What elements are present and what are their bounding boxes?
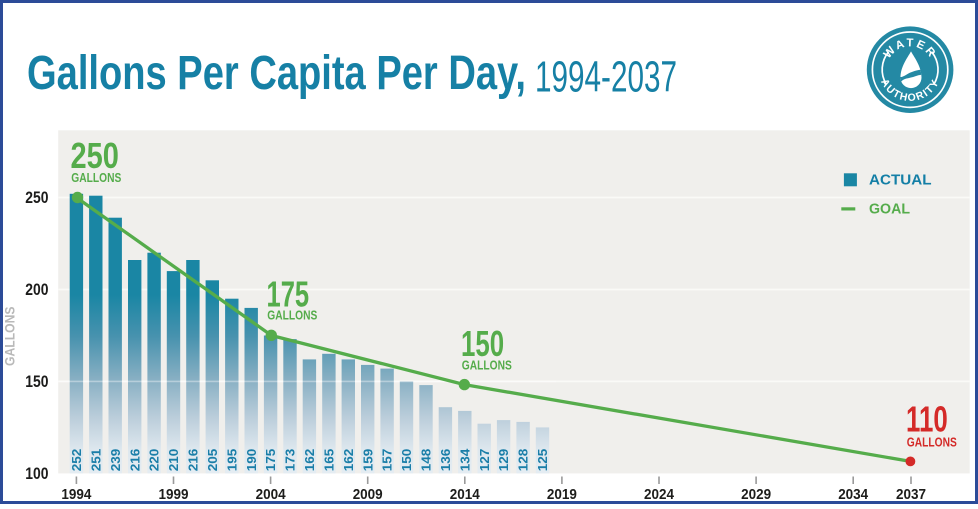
svg-text:150: 150: [400, 449, 414, 472]
svg-text:162: 162: [342, 449, 356, 472]
svg-text:190: 190: [245, 449, 259, 472]
svg-text:157: 157: [381, 449, 395, 472]
svg-text:GALLONS: GALLONS: [267, 308, 317, 323]
svg-text:216: 216: [187, 449, 201, 472]
svg-text:100: 100: [25, 465, 48, 483]
svg-text:125: 125: [536, 449, 550, 472]
svg-text:210: 210: [167, 449, 181, 472]
svg-text:128: 128: [517, 449, 531, 472]
svg-text:134: 134: [458, 449, 472, 472]
svg-text:250: 250: [71, 135, 119, 176]
svg-text:159: 159: [361, 449, 375, 472]
svg-text:1994: 1994: [61, 487, 91, 503]
svg-text:2029: 2029: [741, 487, 771, 503]
svg-text:252: 252: [70, 449, 84, 472]
svg-text:205: 205: [206, 449, 220, 472]
svg-text:ACTUAL: ACTUAL: [869, 173, 932, 189]
svg-text:173: 173: [284, 449, 298, 472]
svg-text:2037: 2037: [896, 487, 926, 503]
svg-text:162: 162: [303, 449, 317, 472]
svg-text:GALLONS: GALLONS: [3, 307, 18, 367]
svg-text:1999: 1999: [159, 487, 189, 503]
svg-text:175: 175: [267, 274, 310, 315]
svg-text:250: 250: [25, 189, 48, 207]
svg-text:239: 239: [109, 449, 123, 472]
svg-text:148: 148: [420, 449, 434, 472]
svg-text:2024: 2024: [644, 487, 674, 503]
svg-text:129: 129: [497, 449, 511, 472]
svg-text:251: 251: [89, 449, 103, 472]
svg-text:200: 200: [25, 281, 48, 299]
svg-text:165: 165: [323, 449, 337, 472]
svg-text:175: 175: [264, 449, 278, 472]
svg-text:2014: 2014: [450, 487, 480, 503]
svg-text:2034: 2034: [838, 487, 868, 503]
svg-text:2004: 2004: [256, 487, 286, 503]
svg-text:Gallons Per Capita Per Day,: Gallons Per Capita Per Day,: [27, 46, 526, 100]
svg-text:127: 127: [478, 449, 492, 472]
svg-text:110: 110: [906, 399, 948, 440]
svg-text:220: 220: [148, 449, 162, 472]
svg-text:2019: 2019: [547, 487, 577, 503]
svg-text:150: 150: [461, 323, 504, 364]
svg-text:GOAL: GOAL: [869, 202, 910, 218]
svg-text:1994-2037: 1994-2037: [535, 53, 677, 102]
svg-text:216: 216: [128, 449, 142, 472]
svg-text:GALLONS: GALLONS: [462, 358, 512, 373]
svg-text:GALLONS: GALLONS: [907, 434, 957, 449]
svg-text:195: 195: [225, 449, 239, 472]
svg-text:136: 136: [439, 449, 453, 472]
svg-text:GALLONS: GALLONS: [71, 170, 121, 185]
svg-text:2009: 2009: [353, 487, 383, 503]
svg-text:150: 150: [25, 373, 48, 391]
